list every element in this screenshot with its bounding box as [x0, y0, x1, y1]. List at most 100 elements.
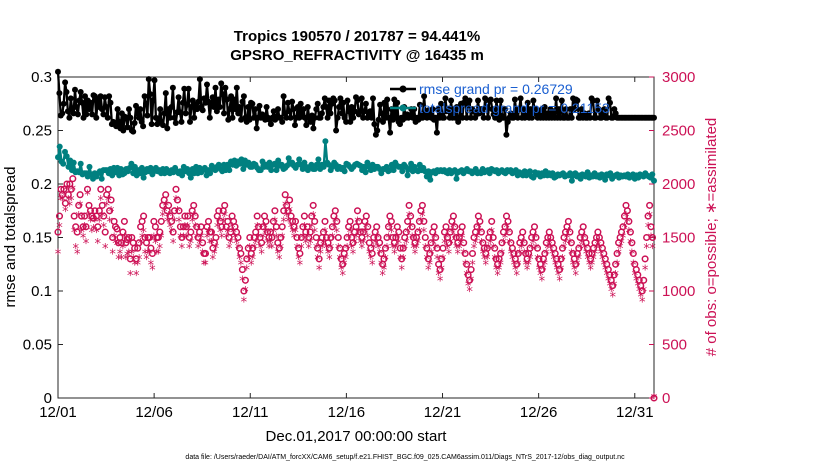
point-possible [107, 196, 115, 204]
point-assimilated: * [283, 210, 290, 225]
x-tick-label: 12/26 [520, 404, 558, 421]
point-assimilated: * [109, 248, 116, 263]
point-assimilated: * [394, 232, 401, 247]
point-rmse [150, 97, 157, 104]
point-rmse [595, 106, 602, 113]
point-assimilated: * [338, 264, 345, 279]
point-rmse [59, 110, 66, 117]
point-possible [473, 223, 481, 231]
point-possible [170, 207, 179, 215]
point-assimilated: * [469, 258, 476, 273]
point-assimilated: * [441, 237, 448, 252]
point-assimilated: * [518, 242, 525, 257]
point-rmse [215, 96, 222, 103]
point-rmse [168, 104, 175, 110]
point-possible [349, 239, 357, 247]
point-possible [380, 255, 388, 263]
point-assimilated: * [391, 248, 398, 263]
point-assimilated: * [595, 237, 602, 252]
point-possible [162, 191, 170, 199]
point-assimilated: * [623, 210, 630, 225]
point-assimilated: * [519, 237, 526, 252]
point-assimilated: * [651, 392, 658, 407]
point-assimilated: * [323, 242, 330, 257]
point-assimilated: * [457, 237, 464, 252]
point-rmse [503, 131, 510, 138]
point-assimilated: * [322, 226, 329, 241]
point-assimilated: * [298, 242, 305, 257]
point-rmse [89, 111, 96, 118]
point-assimilated: * [269, 242, 276, 257]
point-assimilated: * [571, 264, 578, 279]
point-possible [396, 244, 404, 252]
point-assimilated: * [182, 221, 189, 236]
point-assimilated: * [589, 258, 596, 273]
point-assimilated: * [139, 232, 146, 247]
point-rmse [517, 95, 524, 102]
point-possible [648, 233, 657, 242]
point-rmse [601, 106, 608, 113]
point-rmse [463, 114, 470, 121]
point-assimilated: * [154, 248, 161, 263]
point-assimilated: * [77, 199, 84, 214]
point-rmse [553, 95, 560, 102]
point-assimilated: * [624, 215, 631, 230]
point-assimilated: * [267, 237, 274, 252]
point-rmse [73, 104, 80, 110]
point-totalspread [602, 176, 609, 183]
point-assimilated: * [639, 296, 646, 311]
point-rmse [568, 114, 575, 121]
point-rmse [100, 111, 107, 118]
point-rmse [206, 114, 213, 121]
point-possible [63, 180, 71, 188]
point-rmse [219, 91, 226, 98]
point-possible [395, 228, 403, 236]
point-assimilated: * [207, 237, 214, 252]
point-possible [650, 394, 658, 402]
point-rmse [231, 96, 237, 103]
point-assimilated: * [294, 242, 301, 257]
point-assimilated: * [326, 253, 333, 268]
point-rmse [120, 127, 127, 134]
point-rmse [419, 114, 426, 121]
point-assimilated: * [56, 221, 63, 236]
point-assimilated: * [249, 253, 256, 268]
point-possible [564, 217, 572, 225]
point-assimilated: * [565, 226, 572, 241]
y-left-tick-label: 0.25 [23, 123, 52, 140]
point-possible [638, 287, 646, 295]
point-rmse [131, 120, 138, 126]
point-possible [641, 255, 649, 263]
point-assimilated: * [335, 242, 342, 257]
point-assimilated: * [372, 237, 379, 252]
point-totalspread [568, 177, 575, 184]
point-assimilated: * [319, 242, 326, 257]
y-left-tick-label: 0.15 [23, 230, 52, 247]
point-assimilated: * [561, 242, 568, 257]
point-assimilated: * [440, 253, 447, 268]
point-possible [79, 223, 87, 231]
point-rmse [209, 94, 216, 101]
point-possible [625, 217, 633, 225]
point-assimilated: * [320, 237, 327, 252]
point-possible [157, 217, 165, 225]
point-rmse [323, 104, 330, 110]
chart-title-line1: Tropics 190570 / 201787 = 94.441% [234, 28, 480, 45]
x-tick-label: 12/01 [39, 404, 77, 421]
point-totalspread [651, 177, 657, 184]
point-rmse [164, 125, 171, 132]
point-assimilated: * [121, 232, 128, 247]
point-possible [268, 233, 276, 242]
point-assimilated: * [580, 232, 587, 247]
point-assimilated: * [536, 264, 543, 279]
point-possible [182, 223, 190, 231]
point-possible [532, 233, 540, 242]
point-rmse [520, 106, 527, 113]
point-rmse [310, 125, 317, 132]
point-assimilated: * [136, 253, 143, 268]
point-possible [352, 223, 360, 231]
point-possible [82, 223, 90, 231]
point-assimilated: * [224, 226, 231, 241]
point-rmse [541, 104, 548, 110]
point-possible [308, 212, 316, 220]
